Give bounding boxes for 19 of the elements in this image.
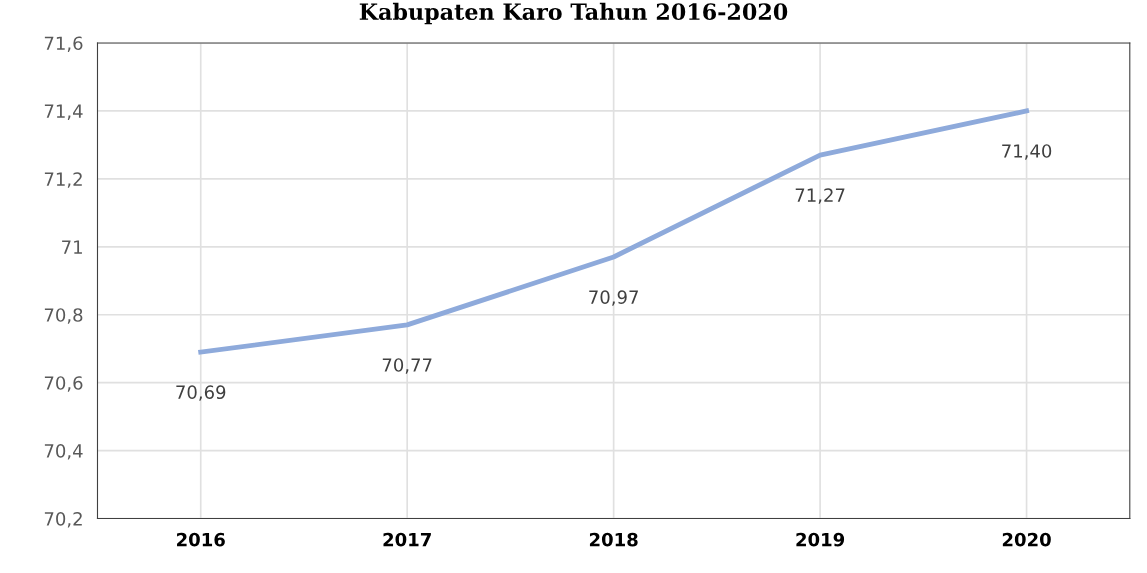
x-tick-label: 2020 (1002, 532, 1051, 547)
y-tick-label: 71 (62, 240, 82, 254)
y-tick-label: 71,2 (44, 172, 82, 188)
x-tick-label: 2016 (177, 532, 225, 547)
y-tick-label: 70,4 (44, 444, 83, 460)
y-tick-label: 70,6 (44, 376, 83, 392)
x-tick-label: 2019 (796, 532, 845, 547)
data-label: 70,97 (589, 290, 638, 306)
y-tick-label: 71,4 (44, 104, 83, 120)
y-tick-label: 70,8 (44, 308, 83, 324)
y-tick-label: 70,2 (44, 512, 82, 528)
x-tick-label: 2017 (383, 532, 431, 547)
data-label: 70,77 (382, 358, 432, 374)
data-label: 70,69 (176, 385, 226, 401)
data-label: 71,27 (795, 188, 845, 204)
x-tick-label: 2018 (589, 532, 638, 547)
y-tick-label: 71,6 (44, 36, 83, 52)
chart-title: Kabupaten Karo Tahun 2016-2020 (359, 2, 788, 25)
data-label: 71,40 (1002, 144, 1052, 160)
